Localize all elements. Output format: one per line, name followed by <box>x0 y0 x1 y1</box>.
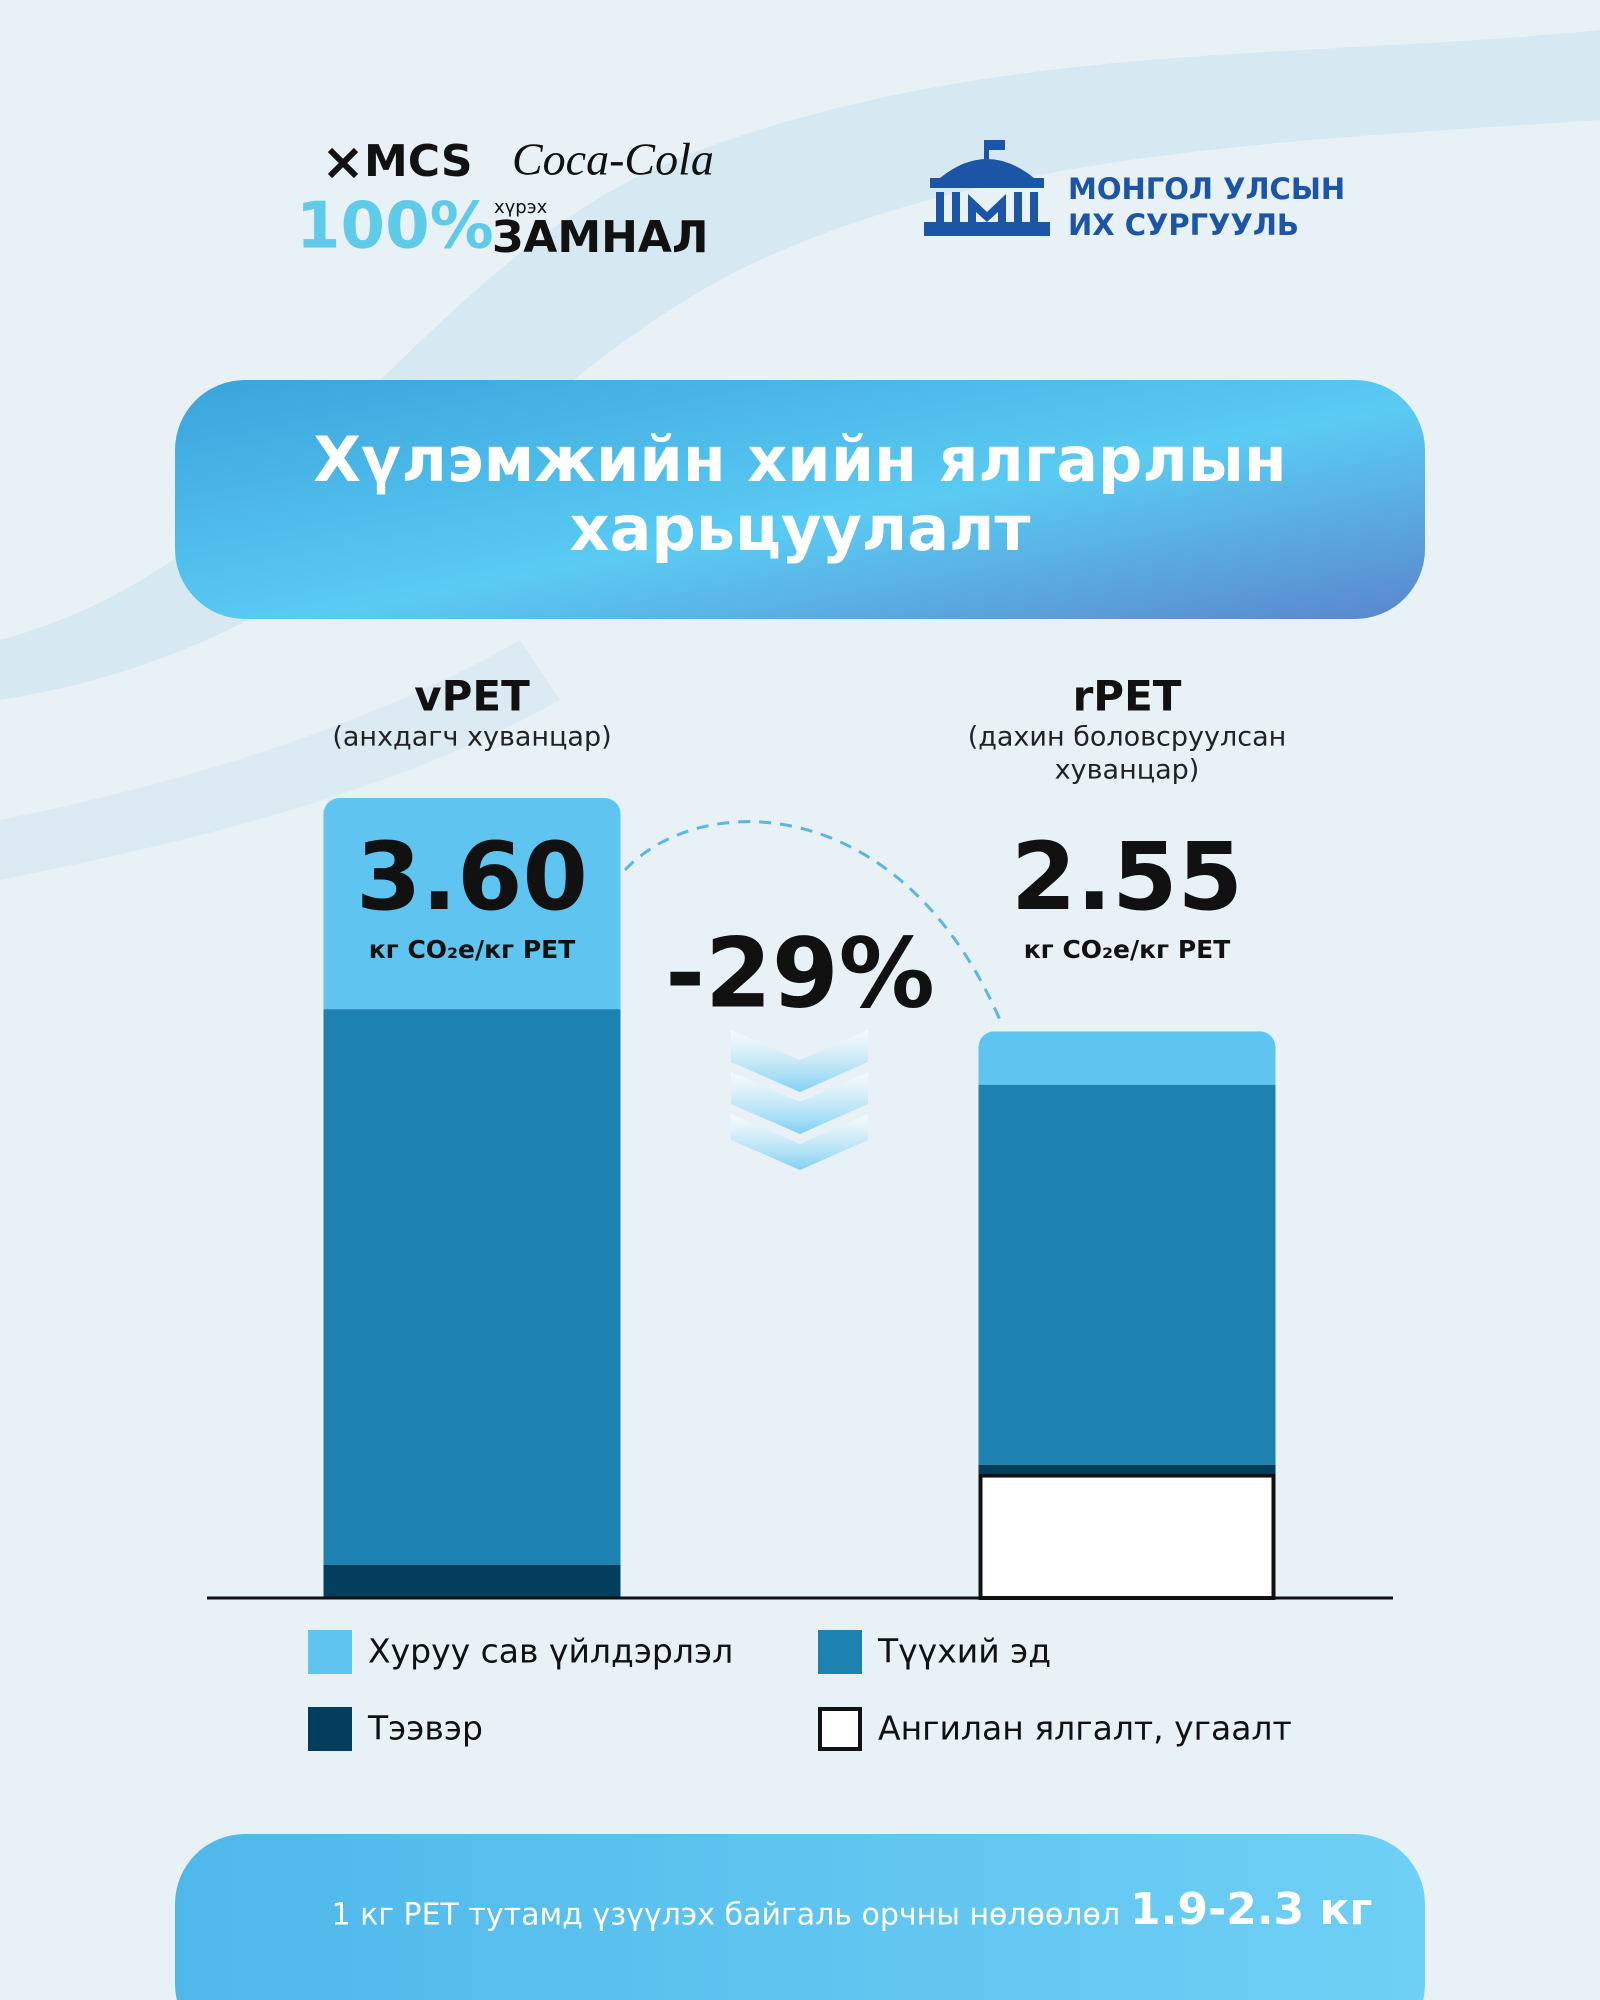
bar-segment <box>978 1464 1276 1474</box>
icon <box>1014 192 1022 222</box>
legend-swatch <box>818 1707 862 1751</box>
chart: vPET(анхдагч хуванцар) 3.60 кг CO₂e/кг PET… <box>207 672 1393 1751</box>
logo-right: МОНГОЛ УЛСЫН ИХ СУРГУУЛЬ <box>924 140 1345 242</box>
bar-group <box>323 798 621 1598</box>
university: МОНГОЛ УЛСЫН <box>1068 172 1345 206</box>
legend-label: Хуруу сав үйлдэрлэл <box>368 1632 733 1671</box>
bar-segment <box>323 798 621 1010</box>
bar-segment <box>978 1473 1276 1600</box>
icon <box>952 192 960 222</box>
change-label: -29% <box>665 917 935 1029</box>
brand-small: хүрэх <box>494 197 548 218</box>
unit-label: кг CO₂e/кг PET <box>369 935 576 964</box>
legend-swatch <box>308 1630 352 1674</box>
icon <box>930 178 1044 188</box>
footer-box <box>175 1834 1425 2000</box>
chart-title: харьцуулалт <box>570 492 1031 565</box>
icon <box>1030 192 1038 222</box>
icon <box>984 140 989 162</box>
icon <box>936 192 944 222</box>
icon <box>989 140 1005 150</box>
brand-percent: 100% <box>296 190 494 264</box>
footer-text: 1 кг PET тутамд үзүүлэх байгаль орчны нө… <box>331 1898 1120 1933</box>
icon <box>940 159 1034 178</box>
mcs-mark <box>327 147 359 179</box>
chevron <box>731 1072 868 1134</box>
legend-label: Ангилан ялгалт, угаалт <box>878 1709 1292 1748</box>
bar-segment <box>978 1031 1276 1085</box>
category-subtitle: хуванцар) <box>1055 755 1200 786</box>
brand-word: ЗАМНАЛ <box>492 212 709 263</box>
icon <box>924 222 1050 236</box>
wave <box>0 30 1600 700</box>
category-label: rPET <box>1073 672 1182 721</box>
total-label: 3.60 <box>356 823 588 932</box>
bar-group <box>978 1031 1276 1600</box>
unit-label: кг CO₂e/кг PET <box>1024 935 1231 964</box>
category-subtitle: (анхдагч хуванцар) <box>332 722 611 753</box>
brand: MCS <box>364 136 473 187</box>
total-label: 2.55 <box>1011 823 1243 932</box>
bar-segment <box>978 1084 1276 1465</box>
bar-segment <box>323 1564 621 1598</box>
chart-title: Хүлэмжийн хийн ялгарлын <box>313 423 1287 496</box>
wave <box>0 640 560 880</box>
brand: Coca-Cola <box>512 134 714 185</box>
footer-highlight: 1.9-2.3 кг <box>1130 1884 1372 1935</box>
chevron <box>731 1114 868 1170</box>
arc <box>623 820 1002 1021</box>
chevron <box>731 1030 868 1092</box>
legend-swatch <box>308 1707 352 1751</box>
title-box <box>175 380 1425 619</box>
category-label: vPET <box>414 672 530 721</box>
legend-label: Тээвэр <box>367 1709 483 1748</box>
chevrons <box>731 1030 868 1170</box>
university: ИХ СУРГУУЛЬ <box>1068 208 1299 242</box>
legend-swatch <box>818 1630 862 1674</box>
category-subtitle: (дахин боловсруулсан <box>968 722 1287 753</box>
logo-left: MCS Coca-Cola 100% хүрэх ЗАМНАЛ <box>296 134 714 264</box>
bar-segment <box>323 1009 621 1565</box>
icon <box>968 194 1006 222</box>
legend-label: Түүхий эд <box>877 1632 1051 1671</box>
